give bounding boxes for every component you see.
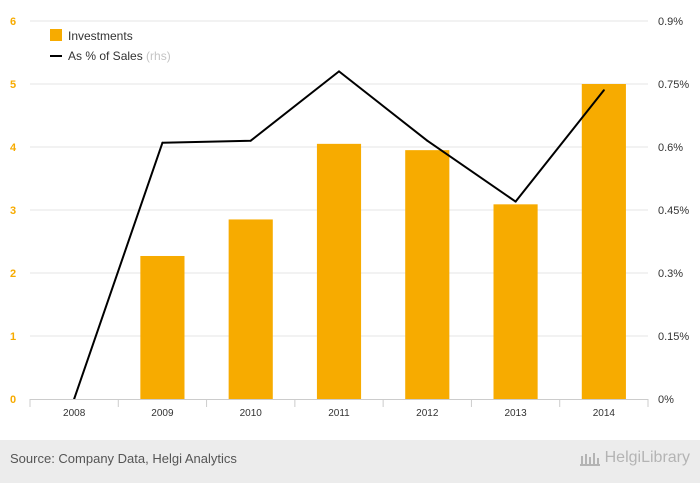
x-tick-label: 2011 [328, 408, 350, 419]
legend-label-sales-share-name: As % of Sales [68, 49, 143, 63]
right-axis: 0% 0.15% 0.3% 0.45% 0.6% 0.75% 0.9% [658, 16, 689, 406]
bar-investments [316, 143, 362, 399]
footer: Source: Company Data, Helgi Analytics He… [0, 440, 700, 483]
right-tick-label: 0.75% [658, 79, 689, 91]
chart: 0 1 2 3 4 5 6 0% 0.15% 0.3% 0.45% 0.6% 0.75% 0.9% 20… [10, 16, 689, 419]
line-point [338, 70, 340, 73]
left-tick-label: 5 [10, 79, 16, 91]
bar-investments [140, 255, 185, 399]
left-tick-label: 0 [10, 394, 16, 406]
line-point [426, 139, 429, 142]
brand-name: HelgiLibrary [604, 449, 690, 466]
legend-label-rhs: (rhs) [146, 49, 171, 63]
bar-investments [493, 204, 538, 399]
bar-investments [228, 219, 273, 399]
left-tick-label: 4 [10, 142, 17, 154]
legend-label-investments: Investments [68, 29, 133, 43]
x-tick-label: 2009 [151, 408, 174, 419]
line-point [249, 139, 252, 142]
source-text: Source: Company Data, Helgi Analytics [10, 451, 237, 466]
x-tick-label: 2012 [416, 408, 439, 419]
legend: Investments As % of Sales (rhs) [50, 29, 171, 63]
line-series [73, 70, 605, 400]
right-tick-label: 0.9% [658, 16, 683, 28]
right-tick-label: 0% [658, 394, 674, 406]
x-axis: 2008 2009 2010 2011 2012 2013 2014 [29, 399, 649, 419]
x-tick-label: 2014 [593, 408, 616, 419]
right-tick-label: 0.45% [658, 205, 689, 217]
right-tick-label: 0.6% [658, 142, 683, 154]
left-axis: 0 1 2 3 4 5 6 [10, 16, 17, 406]
line-point [602, 89, 605, 92]
x-tick-label: 2008 [63, 408, 86, 419]
x-tick-label: 2013 [504, 408, 527, 419]
right-tick-label: 0.15% [658, 331, 689, 343]
library-building-icon [579, 453, 600, 466]
legend-label-sales-share: As % of Sales (rhs) [68, 49, 171, 63]
line-point [514, 200, 517, 203]
left-tick-label: 2 [10, 268, 16, 280]
line-point [161, 141, 164, 144]
legend-swatch-investments [50, 29, 62, 41]
bar-series [140, 84, 626, 399]
bar-investments [581, 84, 626, 399]
brand-logo[interactable]: HelgiLibrary [579, 449, 690, 467]
left-tick-label: 1 [10, 331, 16, 343]
x-tick-label: 2010 [240, 408, 263, 419]
right-tick-label: 0.3% [658, 268, 683, 280]
left-tick-label: 6 [10, 16, 16, 28]
left-tick-label: 3 [10, 205, 16, 217]
bar-investments [405, 150, 450, 399]
